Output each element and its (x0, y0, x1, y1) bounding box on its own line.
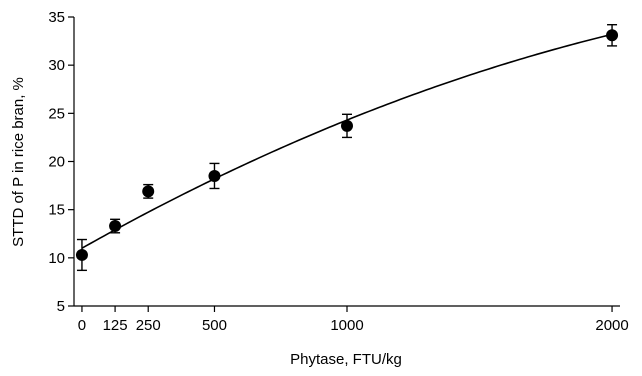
x-tick-label: 0 (78, 317, 86, 334)
y-tick-label: 20 (48, 154, 65, 171)
y-tick-label: 25 (48, 105, 65, 122)
y-tick-label: 15 (48, 202, 65, 219)
x-tick-label: 2000 (595, 317, 628, 334)
fit-curve-layer (81, 33, 613, 249)
x-tick-label: 250 (136, 317, 161, 334)
data-point (341, 119, 353, 132)
x-tick-label: 125 (103, 317, 128, 334)
y-tick-label: 10 (48, 250, 65, 267)
axes: 5 10 15 20 25 30 35 0 125 250 500 1000 2000 (48, 9, 628, 334)
x-axis-title: Phytase, FTU/kg (290, 351, 402, 368)
data-point (142, 185, 155, 198)
data-point (208, 169, 221, 182)
data-points-layer (75, 24, 619, 272)
y-tick-label: 35 (48, 9, 65, 26)
data-point (606, 29, 619, 42)
y-axis-title: STTD of P in rice bran, % (10, 77, 27, 247)
y-tick-label: 5 (57, 298, 65, 315)
data-point (75, 248, 88, 261)
x-tick-label: 1000 (330, 317, 363, 334)
data-point (109, 220, 122, 233)
x-tick-label: 500 (202, 317, 227, 334)
fit-curve-line (81, 33, 613, 249)
y-tick-label: 30 (48, 57, 65, 74)
